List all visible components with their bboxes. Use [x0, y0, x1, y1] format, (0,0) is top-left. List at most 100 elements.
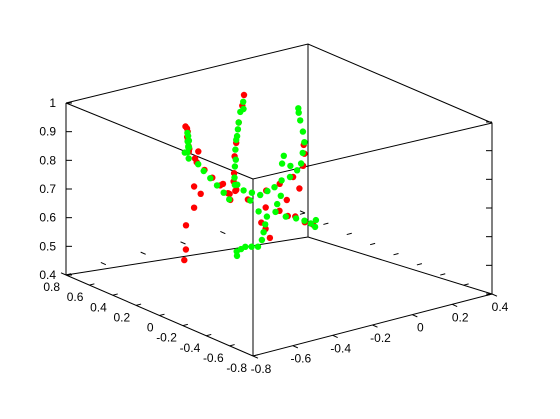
- y-tick-label: -0.4: [180, 341, 201, 355]
- green-point: [240, 98, 247, 106]
- y-tick-back: [463, 283, 469, 286]
- x-tick: [451, 303, 458, 307]
- green-point: [231, 163, 239, 170]
- x-tick-label: 0.4: [492, 300, 509, 314]
- green-point: [263, 213, 271, 220]
- red-point: [190, 183, 198, 190]
- red-point: [182, 123, 189, 130]
- x-tick-label: -0.4: [330, 341, 351, 355]
- green-point: [312, 216, 320, 224]
- green-point: [247, 197, 254, 204]
- green-point: [232, 156, 239, 163]
- y-tick: [112, 293, 118, 296]
- green-point: [248, 189, 256, 196]
- green-point: [195, 161, 202, 168]
- green-point: [287, 162, 294, 170]
- front-top-right-edge: [252, 122, 493, 180]
- y-tick-label: 0.6: [67, 290, 84, 304]
- red-point: [197, 190, 204, 197]
- green-point: [240, 105, 247, 113]
- y-tick-back: [369, 242, 376, 246]
- red-point: [266, 234, 274, 242]
- x-tick-back: [100, 262, 107, 266]
- green-point: [299, 149, 306, 157]
- green-point: [185, 137, 193, 144]
- green-point: [226, 196, 233, 203]
- green-point: [311, 223, 319, 231]
- y-tick: [206, 333, 212, 337]
- x-tick-label: -0.2: [370, 331, 391, 345]
- green-point: [248, 243, 255, 250]
- y-tick-back: [416, 263, 423, 266]
- y-tick-label: 0.8: [43, 280, 60, 294]
- y-tick-back: [323, 222, 329, 225]
- data-points: [181, 91, 320, 264]
- x-tick-label: 0.2: [452, 310, 469, 324]
- x-tick-label: -0.8: [251, 362, 272, 376]
- z-tick-label: 0.7: [39, 182, 56, 196]
- x-tick-back: [180, 241, 186, 245]
- green-point: [277, 192, 284, 199]
- z-tick-label: 0.6: [39, 211, 56, 225]
- x-tick-back: [220, 231, 226, 235]
- green-point: [278, 177, 285, 184]
- front-top-left-edge: [65, 102, 254, 180]
- green-point: [233, 136, 240, 144]
- green-point: [184, 149, 191, 156]
- red-point: [181, 256, 188, 264]
- green-point: [301, 139, 308, 146]
- y-tick-label: -0.2: [156, 331, 177, 345]
- x-tick: [292, 345, 299, 349]
- green-point: [280, 152, 287, 159]
- y-tick-label: -0.6: [203, 351, 224, 365]
- x-tick-label: 0: [417, 321, 424, 335]
- x-tick-back: [140, 251, 146, 255]
- z-tick-label: 0.8: [39, 153, 56, 167]
- green-point: [231, 174, 238, 181]
- red-point: [182, 222, 190, 229]
- green-point: [274, 200, 281, 208]
- y-tick-back: [440, 273, 446, 276]
- x-tick-back: [60, 272, 67, 276]
- axes-box: [65, 43, 493, 357]
- x-tick: [412, 314, 418, 318]
- red-point: [296, 185, 303, 192]
- green-point: [272, 208, 279, 216]
- red-point: [226, 190, 233, 198]
- y-tick: [135, 303, 142, 306]
- green-point: [234, 126, 242, 133]
- red-point: [232, 187, 239, 195]
- green-point: [213, 182, 221, 189]
- green-point: [234, 181, 241, 188]
- green-point: [264, 187, 271, 195]
- z-tick-label: 0.5: [39, 239, 56, 253]
- x-tick: [252, 355, 259, 359]
- green-point: [235, 119, 242, 126]
- y-tick-label: 0: [147, 321, 154, 335]
- back-frame: [65, 43, 493, 294]
- green-point: [185, 155, 192, 162]
- z-tick-label: 1: [49, 96, 56, 110]
- green-point: [307, 220, 314, 227]
- y-tick: [252, 354, 259, 357]
- green-point: [295, 105, 302, 112]
- red-point: [240, 91, 248, 99]
- z-tick-label: 0.9: [39, 125, 56, 139]
- y-tick-label: -0.8: [226, 361, 247, 375]
- green-point: [299, 128, 307, 135]
- green-point: [255, 208, 262, 215]
- red-point: [262, 204, 269, 211]
- green-point: [254, 243, 262, 250]
- y-tick: [159, 313, 165, 316]
- green-point: [240, 187, 247, 194]
- green-point: [184, 129, 191, 137]
- green-point: [297, 117, 304, 124]
- green-point: [282, 213, 289, 220]
- back-floor-edge-right: [307, 236, 493, 295]
- tick-labels: -0.8-0.6-0.4-0.200.20.4-0.8-0.6-0.4-0.20…: [39, 96, 508, 376]
- y-tick: [89, 283, 95, 286]
- z-tick-label: 0.4: [39, 268, 56, 282]
- green-point: [293, 167, 301, 174]
- back-floor-edge-left: [65, 236, 309, 276]
